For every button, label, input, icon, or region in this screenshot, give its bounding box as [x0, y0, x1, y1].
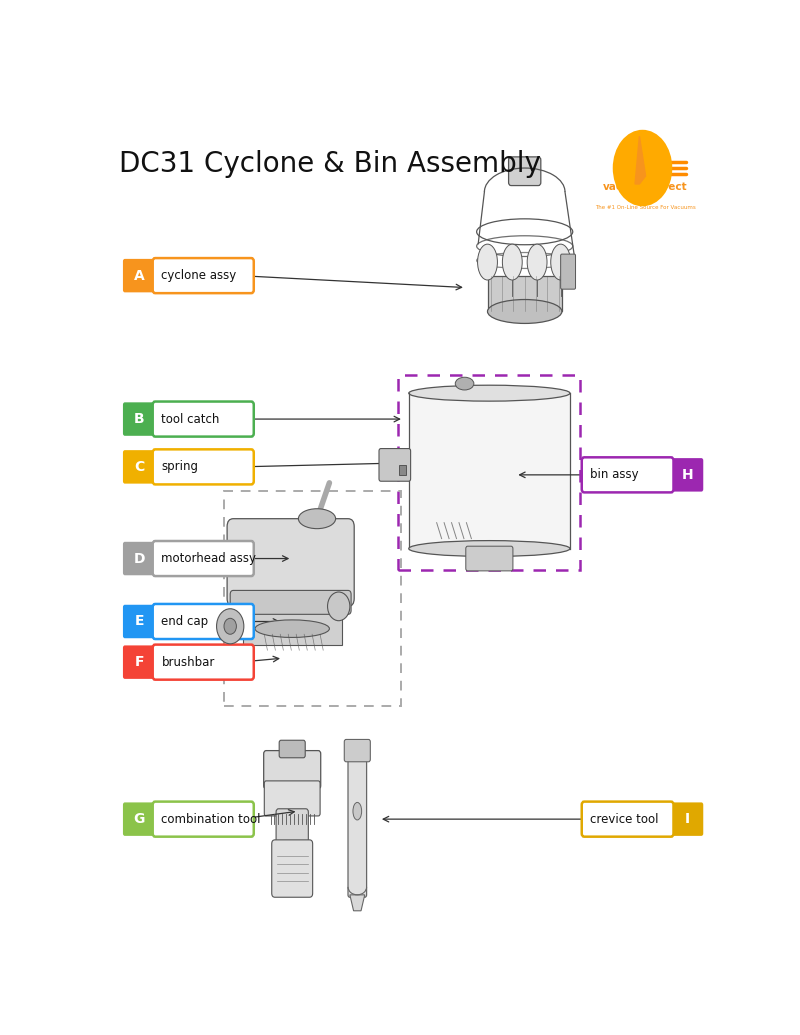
Bar: [409, 393, 570, 549]
FancyBboxPatch shape: [123, 646, 155, 679]
Polygon shape: [635, 137, 646, 184]
Text: bin assy: bin assy: [590, 469, 639, 481]
FancyBboxPatch shape: [264, 780, 320, 816]
Text: tool catch: tool catch: [162, 413, 220, 425]
Ellipse shape: [502, 244, 522, 280]
Polygon shape: [350, 895, 365, 911]
FancyBboxPatch shape: [153, 645, 254, 680]
FancyBboxPatch shape: [379, 448, 410, 481]
FancyBboxPatch shape: [344, 739, 370, 762]
FancyBboxPatch shape: [264, 750, 321, 789]
Circle shape: [224, 618, 237, 634]
Ellipse shape: [409, 540, 570, 557]
Text: A: A: [134, 269, 145, 283]
FancyBboxPatch shape: [123, 450, 155, 483]
Text: .com: .com: [634, 195, 658, 203]
Text: F: F: [134, 655, 144, 670]
Text: D: D: [134, 552, 145, 565]
Text: vacuum-direct: vacuum-direct: [603, 181, 688, 191]
Text: I: I: [685, 812, 690, 826]
FancyBboxPatch shape: [582, 801, 674, 836]
FancyBboxPatch shape: [561, 255, 575, 289]
FancyBboxPatch shape: [153, 258, 254, 293]
Ellipse shape: [455, 377, 474, 390]
FancyBboxPatch shape: [153, 541, 254, 576]
Text: crevice tool: crevice tool: [590, 812, 659, 826]
Ellipse shape: [353, 802, 362, 820]
Ellipse shape: [550, 244, 570, 280]
Text: G: G: [134, 812, 145, 826]
FancyBboxPatch shape: [348, 753, 366, 897]
Bar: [487, 275, 562, 312]
FancyBboxPatch shape: [153, 402, 254, 437]
FancyBboxPatch shape: [153, 604, 254, 639]
FancyBboxPatch shape: [279, 740, 306, 758]
Ellipse shape: [255, 620, 330, 638]
Text: C: C: [134, 460, 144, 474]
Ellipse shape: [527, 244, 547, 280]
Ellipse shape: [298, 509, 336, 529]
Ellipse shape: [409, 385, 570, 402]
Bar: [399, 466, 406, 475]
Ellipse shape: [487, 299, 562, 323]
Bar: [242, 613, 342, 645]
FancyBboxPatch shape: [153, 801, 254, 836]
Bar: [398, 376, 581, 570]
FancyBboxPatch shape: [276, 808, 308, 849]
FancyBboxPatch shape: [227, 519, 354, 607]
FancyBboxPatch shape: [272, 839, 313, 897]
FancyBboxPatch shape: [123, 604, 155, 639]
Bar: [224, 491, 401, 706]
FancyBboxPatch shape: [509, 157, 541, 185]
Text: DC31 Cyclone & Bin Assembly: DC31 Cyclone & Bin Assembly: [118, 150, 541, 178]
FancyBboxPatch shape: [466, 546, 513, 571]
Text: motorhead assy: motorhead assy: [162, 552, 256, 565]
Circle shape: [217, 609, 244, 644]
Text: The #1 On-Line Source For Vacuums: The #1 On-Line Source For Vacuums: [595, 206, 696, 210]
Text: combination tool: combination tool: [162, 812, 261, 826]
FancyBboxPatch shape: [230, 590, 351, 615]
FancyBboxPatch shape: [123, 403, 155, 436]
Text: brushbar: brushbar: [162, 655, 214, 669]
FancyBboxPatch shape: [123, 802, 155, 836]
Text: H: H: [682, 468, 693, 482]
Text: B: B: [134, 412, 144, 426]
Text: spring: spring: [162, 461, 198, 473]
Circle shape: [327, 592, 350, 621]
FancyBboxPatch shape: [123, 259, 155, 292]
Ellipse shape: [478, 244, 498, 280]
FancyBboxPatch shape: [671, 459, 703, 492]
FancyBboxPatch shape: [123, 541, 155, 575]
Text: end cap: end cap: [162, 615, 209, 628]
FancyBboxPatch shape: [153, 449, 254, 484]
Text: cyclone assy: cyclone assy: [162, 269, 237, 283]
FancyBboxPatch shape: [582, 457, 674, 493]
FancyBboxPatch shape: [671, 802, 703, 836]
Text: E: E: [134, 615, 144, 628]
Circle shape: [613, 129, 672, 206]
